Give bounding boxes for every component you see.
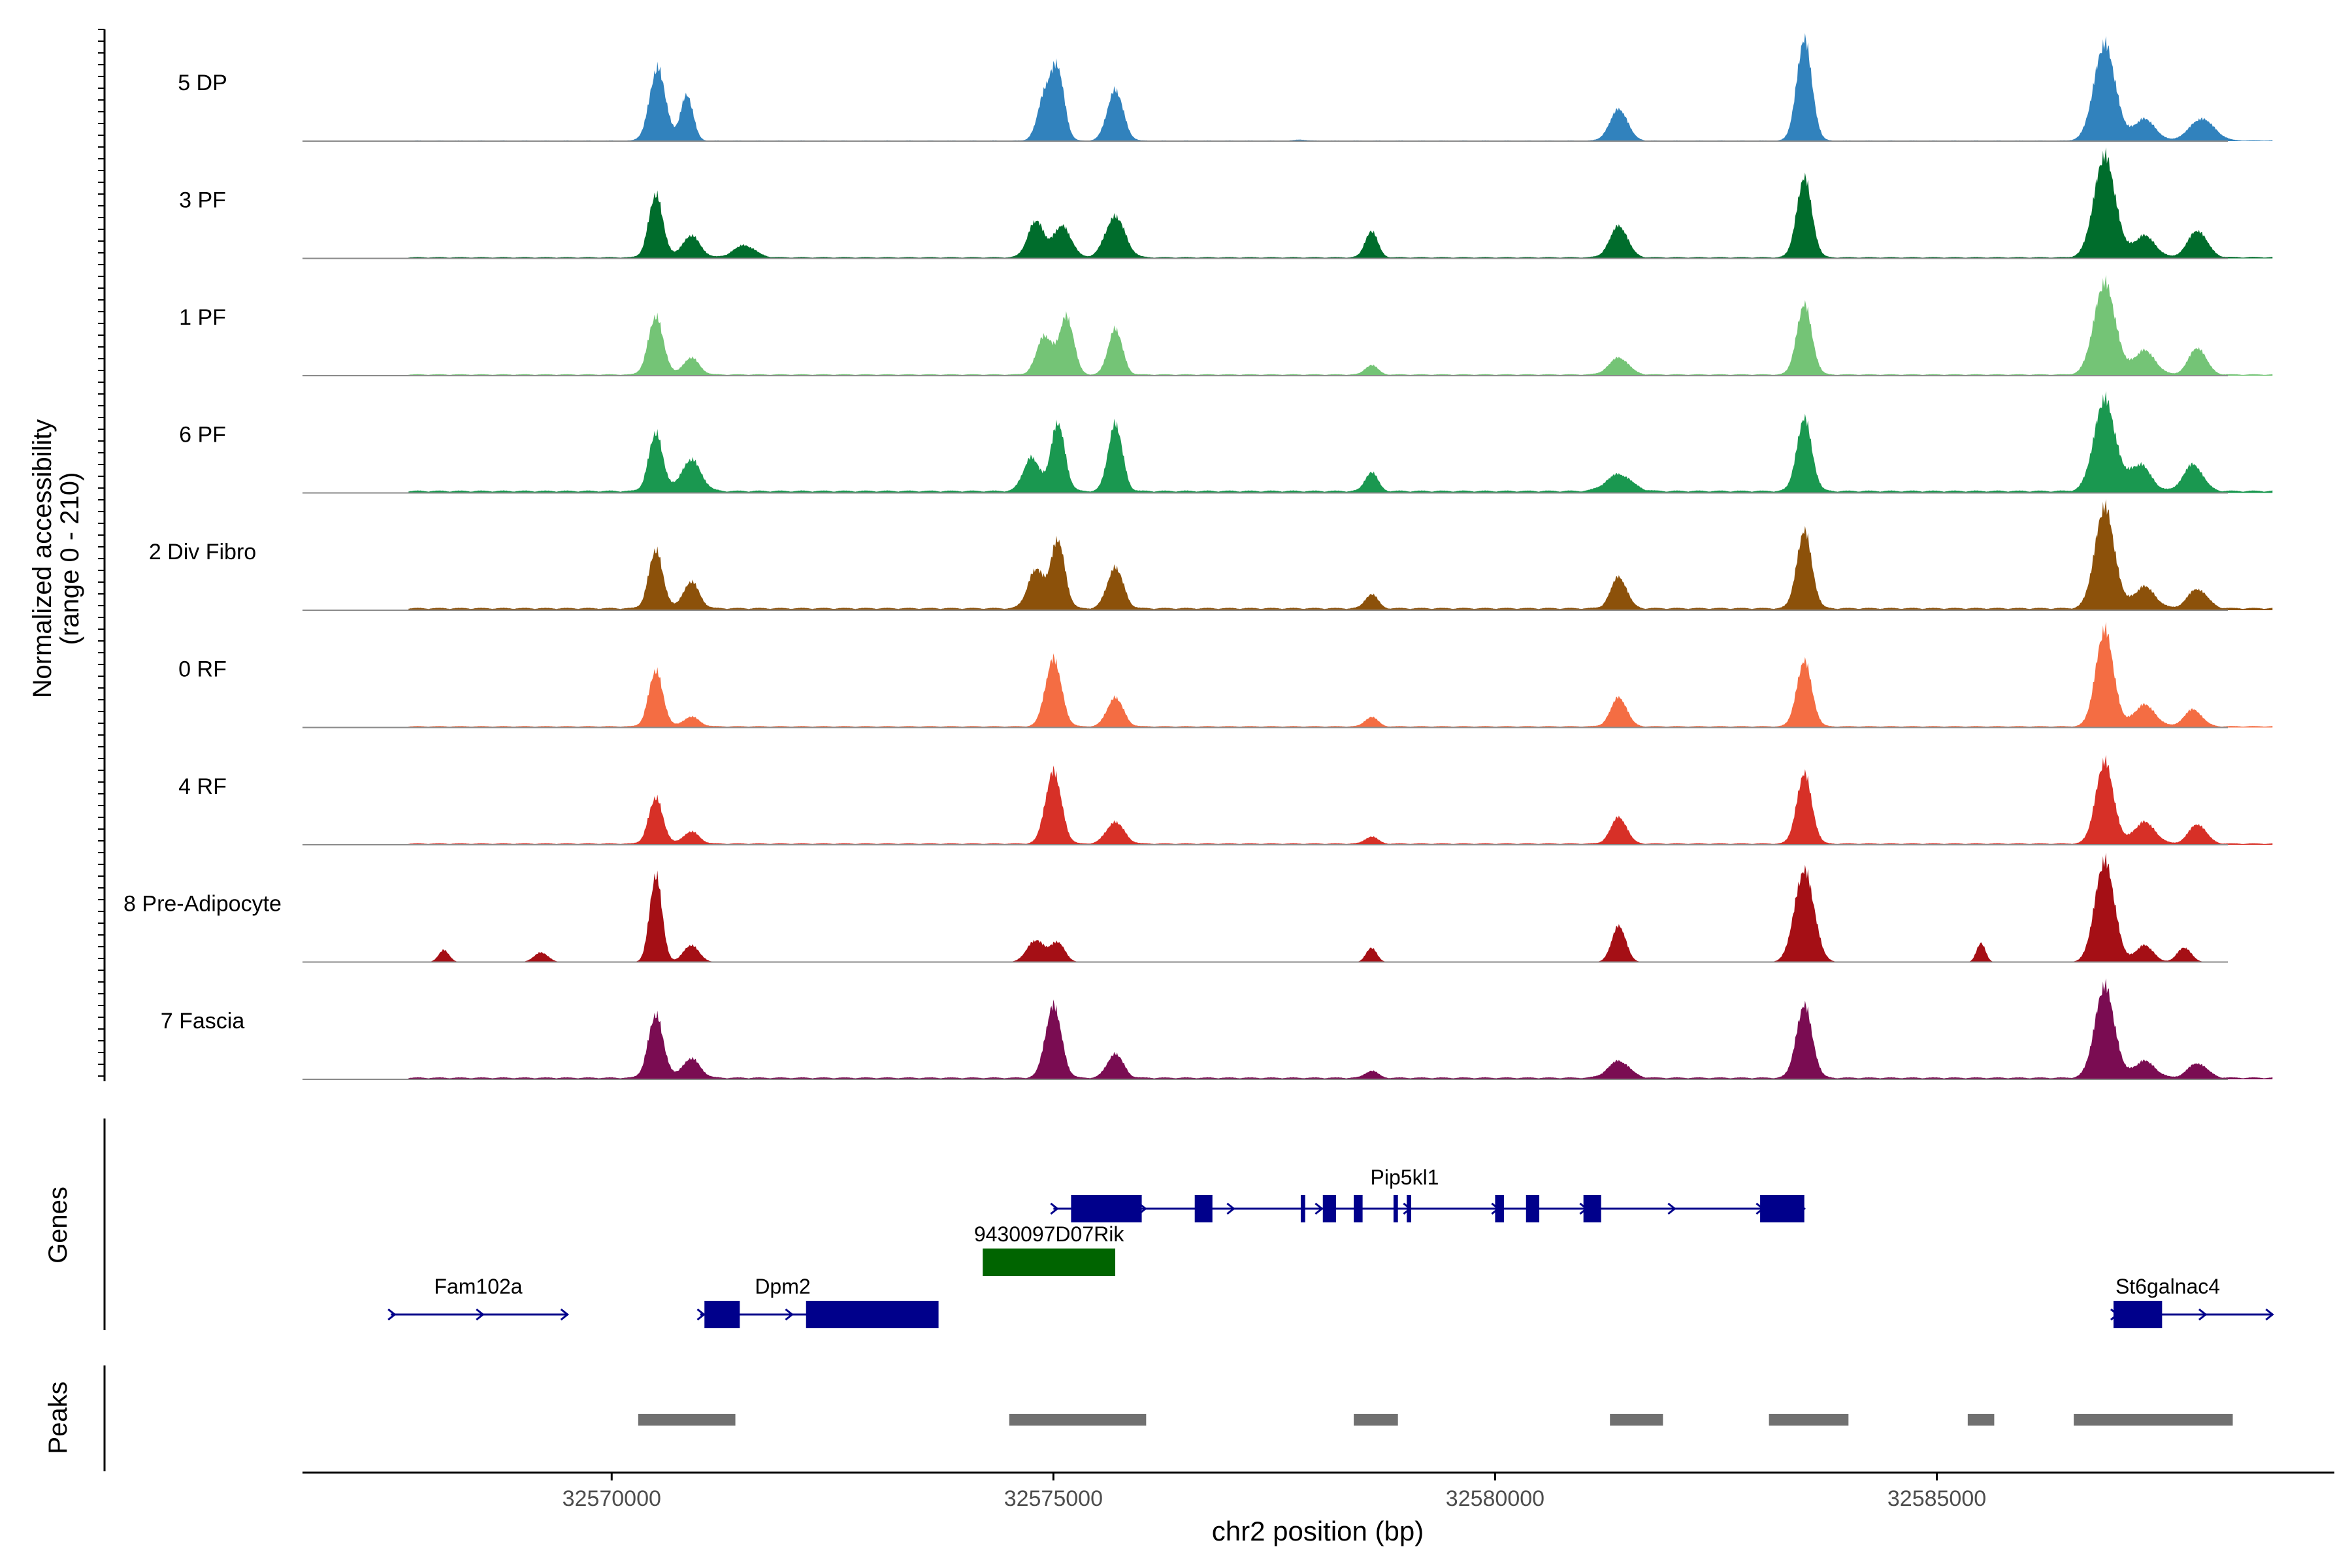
y-axis-label: Normalized accessibility	[28, 419, 57, 698]
strand-arrow	[476, 1308, 485, 1321]
strand-arrow	[2198, 1308, 2208, 1321]
gene-label: Pip5kl1	[1371, 1166, 1439, 1189]
peak-region	[1769, 1414, 1849, 1426]
peak-region	[1009, 1414, 1147, 1426]
track-label: 2 Div Fibro	[149, 540, 256, 564]
track-label: 7 Fascia	[161, 1009, 245, 1034]
peak-region	[1967, 1414, 1995, 1426]
gene-exon	[1071, 1195, 1142, 1222]
gene-dpm2: Dpm2	[696, 1275, 939, 1328]
track-5-dp: 5 DP	[178, 33, 2273, 142]
coverage-area	[408, 147, 2273, 259]
strand-arrow	[1226, 1202, 1235, 1215]
peak-region	[1610, 1414, 1663, 1426]
strand-arrow	[2265, 1308, 2274, 1321]
gene-annotation-panel: Fam102a Dpm2 9430097D07Rik Pip5kl1 St6galnac…	[387, 1166, 2274, 1328]
gene-exon	[1760, 1195, 1805, 1222]
gene-label: Fam102a	[434, 1275, 522, 1298]
track-2-div-fibro: 2 Div Fibro	[149, 499, 2273, 611]
coverage-area	[408, 391, 2273, 493]
gene-exon	[983, 1249, 1115, 1276]
track-label: 6 PF	[179, 423, 226, 448]
peak-region	[2074, 1414, 2233, 1426]
gene-exon	[1300, 1195, 1305, 1222]
genes-panel-label: Genes	[44, 1186, 73, 1264]
coverage-area	[408, 978, 2273, 1079]
track-label: 5 DP	[178, 71, 227, 95]
gene-st6galnac4: St6galnac4	[2110, 1275, 2274, 1328]
track-label: 8 Pre-Adipocyte	[123, 892, 282, 917]
strand-arrow	[785, 1308, 794, 1321]
gene-exon	[1407, 1195, 1411, 1222]
coverage-area	[408, 755, 2273, 845]
strand-arrow	[1315, 1202, 1324, 1215]
strand-arrow	[1050, 1202, 1059, 1215]
gene-fam102a: Fam102a	[387, 1275, 570, 1321]
track-label: 0 RF	[178, 657, 227, 682]
track-label: 1 PF	[179, 305, 226, 330]
gene-exon	[2113, 1301, 2163, 1328]
coverage-area	[408, 621, 2273, 728]
peaks-panel-label: Peaks	[44, 1381, 73, 1454]
gene-exon	[1583, 1195, 1601, 1222]
gene-exon	[1526, 1195, 1540, 1222]
peak-region	[1354, 1414, 1398, 1426]
track-8-pre-adipocyte: 8 Pre-Adipocyte	[123, 853, 2273, 963]
x-tick-label: 32585000	[1887, 1486, 1986, 1511]
coverage-tracks: 5 DP 3 PF 1 PF 6 PF 2 Div Fibro 0 RF 4 RF 8 Pre…	[123, 33, 2273, 1080]
track-7-fascia: 7 Fascia	[161, 978, 2273, 1080]
y-axis	[98, 29, 106, 1471]
peak-region	[638, 1414, 736, 1426]
gene-exon	[1322, 1195, 1337, 1222]
gene-label: Dpm2	[755, 1275, 810, 1298]
track-3-pf: 3 PF	[179, 147, 2273, 259]
track-label: 3 PF	[179, 188, 226, 213]
x-tick-label: 32570000	[563, 1486, 661, 1511]
gene-exon	[1495, 1195, 1504, 1222]
x-axis: 32570000 32575000 32580000 32585000	[302, 1471, 2334, 1511]
track-6-pf: 6 PF	[179, 391, 2273, 494]
strand-arrow	[560, 1308, 570, 1321]
coverage-area	[408, 33, 2273, 141]
strand-arrow	[387, 1308, 397, 1321]
coverage-area	[408, 499, 2273, 610]
y-axis-label-range: (range 0 - 210)	[56, 472, 84, 645]
coverage-area	[408, 274, 2273, 376]
track-4-rf: 4 RF	[178, 755, 2273, 845]
track-label: 4 RF	[178, 774, 227, 799]
gene-9430097d07rik: 9430097D07Rik	[974, 1222, 1125, 1276]
gene-exon	[806, 1301, 939, 1328]
gene-exon	[1354, 1195, 1363, 1222]
x-axis-label: chr2 position (bp)	[1212, 1516, 1424, 1546]
gene-exon	[1194, 1195, 1213, 1222]
gene-exon	[1393, 1195, 1398, 1222]
x-tick-label: 32575000	[1004, 1486, 1103, 1511]
gene-label: St6galnac4	[2115, 1275, 2220, 1298]
gene-pip5kl1: Pip5kl1	[1050, 1166, 1806, 1222]
strand-arrow	[1667, 1202, 1676, 1215]
x-tick-label: 32580000	[1446, 1486, 1544, 1511]
gene-label: 9430097D07Rik	[974, 1222, 1125, 1246]
strand-arrow	[696, 1308, 706, 1321]
coverage-area	[408, 853, 2273, 962]
gene-exon	[704, 1301, 740, 1328]
track-0-rf: 0 RF	[178, 621, 2273, 728]
track-1-pf: 1 PF	[179, 274, 2273, 376]
peaks-panel	[638, 1414, 2233, 1426]
